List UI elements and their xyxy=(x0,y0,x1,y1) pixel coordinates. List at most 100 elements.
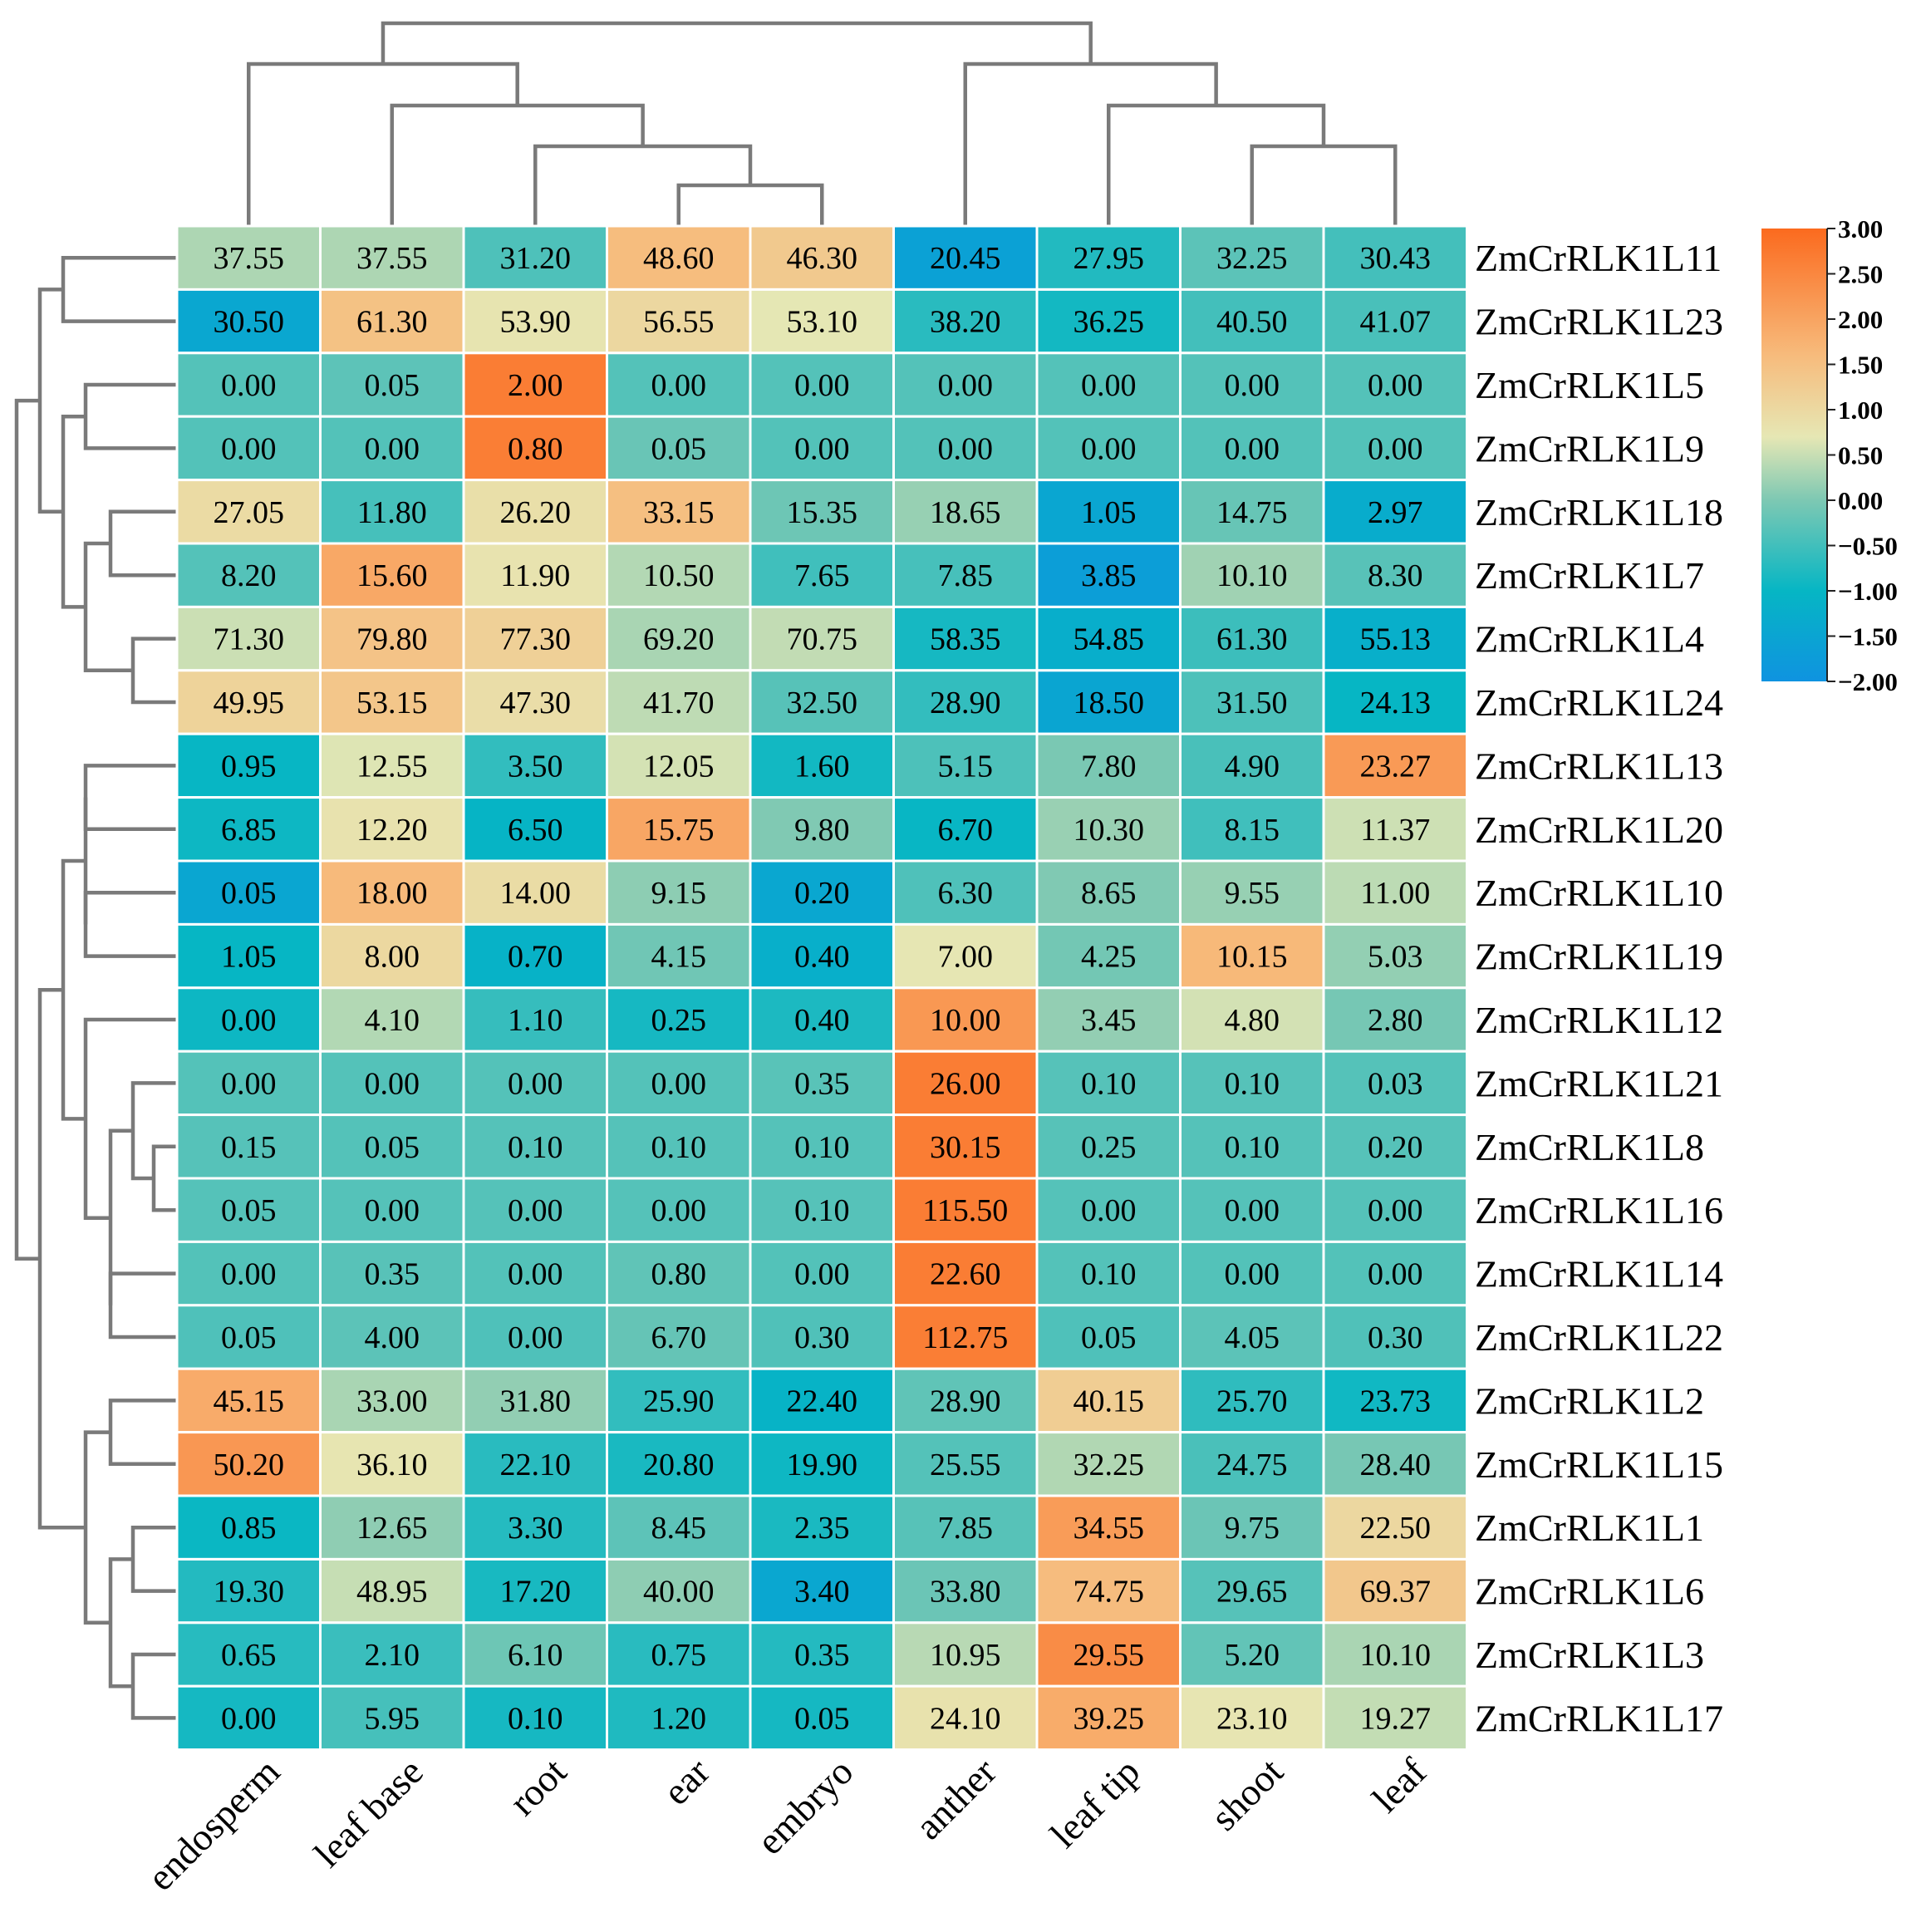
cell-value-label: 49.95 xyxy=(214,686,285,720)
cell-value-label: 0.10 xyxy=(794,1130,850,1165)
heatmap-cell xyxy=(749,479,895,545)
cell-value-label: 7.85 xyxy=(938,1511,994,1546)
heatmap-cell xyxy=(749,1494,895,1561)
heatmap-cell xyxy=(319,479,465,545)
cell-value-label: 0.00 xyxy=(938,431,994,466)
heatmap-cell xyxy=(1322,1367,1468,1434)
heatmap-cell xyxy=(175,479,322,545)
cell-value-label: 0.80 xyxy=(508,431,563,466)
cell-value-label: 0.35 xyxy=(794,1066,850,1101)
cell-value-label: 56.55 xyxy=(643,305,715,340)
cell-value-label: 0.05 xyxy=(365,1130,420,1165)
cell-value-label: 24.13 xyxy=(1360,686,1432,720)
heatmap-cell xyxy=(606,479,752,545)
heatmap-cell xyxy=(1179,1177,1325,1243)
heatmap-cell xyxy=(319,1113,465,1180)
cell-value-label: 11.00 xyxy=(1360,876,1430,911)
dendrogram-link xyxy=(130,637,177,705)
cell-value-label: 0.70 xyxy=(508,940,563,975)
heatmap-cell xyxy=(606,732,752,799)
heatmap-cell xyxy=(606,1557,752,1625)
cell-value-label: 0.00 xyxy=(221,431,277,466)
cell-value-label: 0.00 xyxy=(221,1003,277,1038)
colorbar-tick-label: 1.50 xyxy=(1838,351,1883,380)
row-labels: ZmCrRLK1L11 ZmCrRLK1L23 ZmCrRLK1L5 ZmCrRLK1… xyxy=(1475,237,1723,1739)
cell-value-label: 31.20 xyxy=(500,241,572,276)
cell-value-label: 0.00 xyxy=(1368,368,1423,403)
cell-value-label: 70.75 xyxy=(787,622,858,657)
heatmap-cell xyxy=(1035,732,1182,799)
cell-value-label: 32.25 xyxy=(1216,241,1288,276)
column-labels: endosperm leaf base root ear embryo anther lea… xyxy=(140,1750,1435,1899)
heatmap-cell xyxy=(1322,796,1468,863)
cell-value-label: 8.30 xyxy=(1368,558,1423,593)
cell-value-label: 0.35 xyxy=(794,1638,850,1673)
dendrogram-link xyxy=(963,61,1218,226)
colorbar-tick-label: 2.00 xyxy=(1838,305,1883,334)
cell-value-label: 0.00 xyxy=(651,1066,707,1101)
cell-value-label: 0.00 xyxy=(1225,368,1280,403)
cell-value-label: 0.10 xyxy=(1225,1130,1280,1165)
row-label: ZmCrRLK1L6 xyxy=(1475,1571,1704,1613)
cell-value-label: 14.00 xyxy=(500,876,572,911)
dendrogram-link xyxy=(130,1652,177,1720)
cell-value-label: 9.55 xyxy=(1225,876,1280,911)
cell-value-label: 53.15 xyxy=(356,686,428,720)
heatmap-cell xyxy=(175,288,322,355)
heatmap-cell xyxy=(1179,922,1325,990)
cell-value-label: 0.00 xyxy=(1081,368,1137,403)
cell-value-label: 0.10 xyxy=(508,1130,563,1165)
cell-value-label: 0.00 xyxy=(1225,1257,1280,1292)
cell-value-label: 0.10 xyxy=(651,1130,707,1165)
cell-value-label: 0.10 xyxy=(508,1701,563,1736)
heatmap-cell xyxy=(1322,1431,1468,1497)
cell-value-label: 0.00 xyxy=(221,368,277,403)
cell-value-label: 7.85 xyxy=(938,558,994,593)
cell-value-label: 12.65 xyxy=(356,1511,428,1546)
cell-value-label: 77.30 xyxy=(500,622,572,657)
cell-value-label: 0.65 xyxy=(221,1638,277,1673)
heatmap-cell xyxy=(1035,1494,1182,1561)
cell-value-label: 31.50 xyxy=(1216,686,1288,720)
cell-value-label: 18.50 xyxy=(1074,686,1145,720)
cell-value-label: 0.85 xyxy=(221,1511,277,1546)
row-label: ZmCrRLK1L23 xyxy=(1475,301,1723,343)
heatmap-cell xyxy=(1322,1113,1468,1180)
column-label: ear xyxy=(655,1750,718,1813)
heatmap-cell xyxy=(462,859,608,926)
cell-value-label: 28.90 xyxy=(930,686,1001,720)
heatmap-cell xyxy=(749,1113,895,1180)
column-label: leaf tip xyxy=(1042,1750,1147,1856)
cell-value-label: 28.40 xyxy=(1360,1448,1432,1482)
cell-value-label: 3.30 xyxy=(508,1511,563,1546)
cell-value-label: 19.30 xyxy=(214,1575,285,1610)
cell-value-label: 9.15 xyxy=(651,876,707,911)
heatmap-cell xyxy=(1035,1431,1182,1497)
heatmap-cell xyxy=(749,1684,895,1752)
cell-value-label: 41.70 xyxy=(643,686,715,720)
row-label: ZmCrRLK1L8 xyxy=(1475,1126,1704,1168)
heatmap-cell xyxy=(892,1050,1039,1117)
cell-value-label: 23.27 xyxy=(1360,749,1432,784)
cell-value-label: 33.80 xyxy=(930,1575,1001,1610)
heatmap-cell xyxy=(892,224,1039,291)
column-label: anther xyxy=(906,1750,1004,1847)
cell-value-label: 10.10 xyxy=(1216,558,1288,593)
cell-value-label: 0.00 xyxy=(651,1193,707,1228)
dendrogram-link xyxy=(108,1271,177,1340)
heatmap-cell xyxy=(1035,1367,1182,1434)
heatmap-cell xyxy=(1322,351,1468,418)
heatmap-cell xyxy=(892,1621,1039,1688)
cell-value-label: 0.00 xyxy=(221,1066,277,1101)
heatmap-cell xyxy=(606,415,752,482)
cell-value-label: 0.05 xyxy=(221,1193,277,1228)
cell-value-label: 25.90 xyxy=(643,1384,715,1418)
heatmap-cell xyxy=(175,1557,322,1625)
cell-value-label: 6.30 xyxy=(938,876,994,911)
cell-value-label: 6.70 xyxy=(651,1320,707,1355)
heatmap-cell xyxy=(1322,605,1468,672)
cell-value-label: 1.20 xyxy=(651,1701,707,1736)
row-dendrogram xyxy=(14,255,177,1720)
cell-value-label: 0.05 xyxy=(221,876,277,911)
